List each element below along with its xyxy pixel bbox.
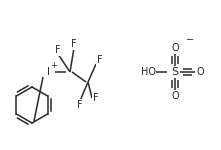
Text: I: I [46,67,50,77]
Text: +: + [51,61,57,70]
Text: F: F [97,55,103,65]
Text: F: F [77,100,83,110]
Text: O: O [196,67,204,77]
Text: O: O [171,43,179,53]
Text: F: F [93,93,99,103]
Text: −: − [186,35,194,45]
Text: HO: HO [141,67,156,77]
Text: F: F [55,45,61,55]
Text: F: F [71,39,77,49]
Text: S: S [171,67,179,77]
Text: O: O [171,91,179,101]
